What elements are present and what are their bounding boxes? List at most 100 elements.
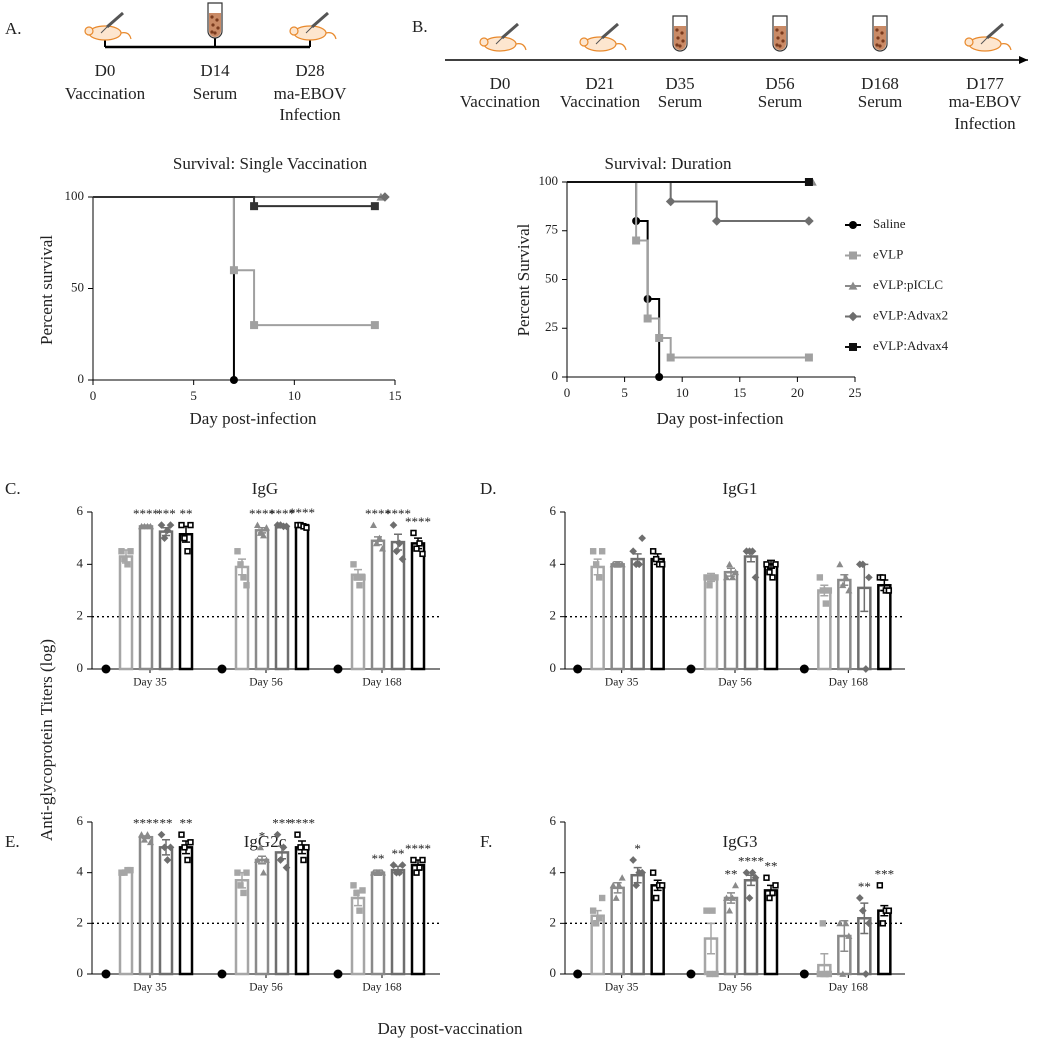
mouse-head <box>84 26 94 36</box>
marker <box>728 894 737 901</box>
y-tick-label: 100 <box>65 188 85 203</box>
y-tick-label: 4 <box>77 555 84 570</box>
marker <box>256 529 265 536</box>
marker <box>398 555 407 563</box>
significance: **** <box>405 514 431 529</box>
marker <box>276 856 285 864</box>
syringe <box>106 11 124 29</box>
marker <box>839 581 847 589</box>
event-day: D56 <box>765 74 794 93</box>
marker <box>273 830 282 839</box>
syringe-needle <box>495 37 503 45</box>
marker <box>375 534 384 542</box>
mouse-body <box>88 25 122 41</box>
y-tick-label: 0 <box>78 371 85 386</box>
chart-title: IgG3 <box>723 832 758 851</box>
marker <box>181 844 188 851</box>
marker <box>163 526 172 535</box>
marker <box>751 873 760 882</box>
marker <box>609 881 617 889</box>
y-tick-label: 6 <box>550 813 557 828</box>
event-label: Serum <box>758 92 802 111</box>
y-axis-label: Percent Survival <box>514 223 533 336</box>
tube-dot <box>675 43 679 47</box>
marker <box>849 251 857 260</box>
marker <box>763 561 770 568</box>
marker <box>706 970 713 978</box>
marker <box>419 856 426 864</box>
marker <box>876 882 884 889</box>
marker <box>137 831 146 838</box>
marker <box>101 969 111 979</box>
event-label: Infection <box>954 114 1016 133</box>
marker <box>178 831 185 838</box>
marker <box>725 907 734 914</box>
y-axis-label: Percent survival <box>37 235 56 345</box>
chart-title: Survival: Single Vaccination <box>173 154 368 173</box>
marker <box>282 863 291 872</box>
marker <box>413 869 420 876</box>
marker <box>253 521 262 528</box>
y-tick-label: 2 <box>77 914 84 929</box>
marker <box>885 587 893 594</box>
x-tick-label: Day 35 <box>605 982 639 994</box>
marker <box>686 664 696 674</box>
mouse-icon <box>479 22 527 52</box>
syringe <box>601 22 619 40</box>
event-label: ma-EBOV <box>949 92 1022 111</box>
marker <box>127 548 134 555</box>
tube-dot <box>775 43 779 47</box>
marker <box>303 524 310 531</box>
x-tick-label: 15 <box>733 385 746 400</box>
marker <box>256 843 265 851</box>
x-tick-label: Day 56 <box>718 982 752 994</box>
marker <box>234 869 241 876</box>
marker <box>655 373 664 381</box>
marker <box>217 664 227 674</box>
event-label: Serum <box>193 84 237 103</box>
marker <box>655 334 664 342</box>
marker <box>356 907 363 914</box>
x-tick-label: Day 168 <box>362 677 402 689</box>
marker <box>766 894 773 902</box>
marker <box>665 196 676 207</box>
marker <box>419 550 426 558</box>
marker <box>250 202 259 211</box>
marker <box>725 560 734 568</box>
marker <box>839 970 847 977</box>
marker <box>297 844 304 851</box>
event-day: D28 <box>295 61 324 80</box>
legend-label: eVLP <box>873 246 903 261</box>
tube-dot <box>878 44 882 48</box>
marker <box>282 522 291 531</box>
mouse-icon <box>84 11 132 41</box>
marker <box>370 202 379 211</box>
event-label: Vaccination <box>560 92 641 111</box>
marker <box>836 560 844 568</box>
x-tick-label: 10 <box>288 388 301 403</box>
marker <box>229 266 238 275</box>
marker <box>595 574 603 581</box>
marker <box>300 856 307 864</box>
marker <box>748 868 757 877</box>
tube-icon <box>672 15 688 52</box>
x-tick-label: 0 <box>90 388 97 403</box>
marker <box>652 894 660 902</box>
marker <box>573 969 583 979</box>
tube-dot <box>876 36 880 40</box>
marker <box>372 539 381 547</box>
chart-title: IgG <box>252 479 278 498</box>
event-day: D35 <box>665 74 694 93</box>
marker <box>160 843 169 852</box>
marker <box>595 915 603 922</box>
marker <box>731 568 740 576</box>
marker <box>861 665 870 673</box>
marker <box>243 582 250 589</box>
marker <box>416 540 423 547</box>
marker <box>629 547 638 556</box>
marker <box>804 216 814 226</box>
marker <box>124 561 131 568</box>
marker <box>712 574 719 581</box>
significance: ** <box>392 846 405 861</box>
x-tick-label: Day 168 <box>829 982 869 994</box>
